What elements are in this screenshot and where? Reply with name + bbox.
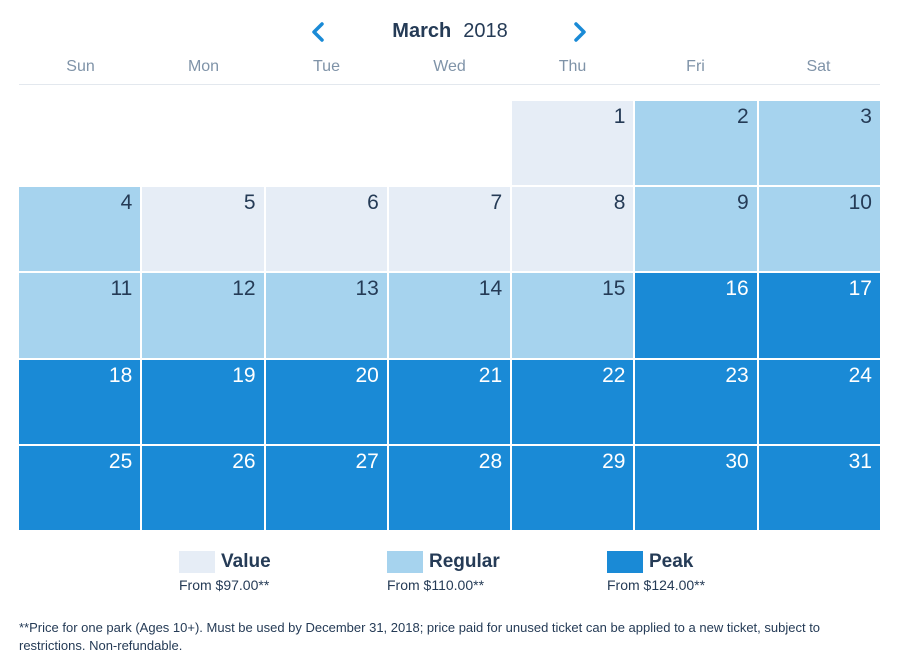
- calendar-header: March 2018: [0, 14, 900, 50]
- day-number: 30: [725, 449, 749, 473]
- calendar-day-25[interactable]: 25: [19, 445, 141, 530]
- calendar-empty-cell: [388, 101, 511, 186]
- legend-regular-name: Regular: [429, 551, 500, 572]
- day-number: 29: [602, 449, 626, 473]
- calendar-day-22[interactable]: 22: [512, 359, 634, 444]
- day-number: 8: [613, 191, 626, 215]
- calendar-day-9[interactable]: 9: [635, 187, 757, 272]
- calendar-day-28[interactable]: 28: [388, 445, 511, 530]
- day-number: 31: [848, 449, 872, 473]
- calendar-day-2[interactable]: 2: [635, 101, 757, 186]
- weekday-tue: Tue: [313, 58, 340, 75]
- legend-value-name: Value: [221, 551, 271, 572]
- calendar-day-30[interactable]: 30: [635, 445, 757, 530]
- day-number: 24: [848, 363, 872, 387]
- day-number: 27: [355, 449, 379, 473]
- calendar-day-12[interactable]: 12: [142, 273, 264, 358]
- calendar-day-11[interactable]: 11: [19, 273, 141, 358]
- day-number: 25: [108, 449, 133, 473]
- weekday-sat: Sat: [806, 58, 831, 75]
- calendar-day-19[interactable]: 19: [142, 359, 264, 444]
- calendar-day-21[interactable]: 21: [388, 359, 511, 444]
- calendar-empty-cell: [19, 101, 141, 186]
- legend-peak: Peak From $124.00**: [607, 551, 705, 593]
- legend-peak-name: Peak: [649, 551, 694, 572]
- day-number: 10: [848, 191, 872, 215]
- calendar-day-23[interactable]: 23: [635, 359, 757, 444]
- calendar-day-6[interactable]: 6: [265, 187, 387, 272]
- day-number: 3: [860, 105, 872, 128]
- calendar-day-24[interactable]: 24: [758, 359, 880, 444]
- calendar-empty-cell: [265, 101, 387, 186]
- day-number: 11: [110, 277, 133, 301]
- day-number: 6: [367, 191, 379, 215]
- day-number: 19: [232, 363, 256, 387]
- calendar-day-13[interactable]: 13: [265, 273, 387, 358]
- day-number: 16: [725, 277, 749, 301]
- weekday-wed: Wed: [433, 58, 466, 75]
- calendar-day-7[interactable]: 7: [388, 187, 511, 272]
- calendar-day-18[interactable]: 18: [19, 359, 141, 444]
- calendar-day-3[interactable]: 3: [758, 101, 880, 186]
- calendar-day-29[interactable]: 29: [512, 445, 634, 530]
- day-number: 15: [602, 277, 626, 301]
- next-month-button[interactable]: [565, 14, 595, 50]
- day-number: 14: [478, 277, 503, 301]
- calendar-day-20[interactable]: 20: [265, 359, 387, 444]
- calendar-grid: 1 2 3 4 5 6 7 8 9 10 11 12 13 14 15 16 17 18 19 20 21 22 23 24 2…: [19, 101, 880, 530]
- calendar-day-26[interactable]: 26: [142, 445, 264, 530]
- month-year-title: March 2018: [340, 20, 560, 43]
- legend-value-price: From $97.00**: [179, 577, 270, 593]
- day-number: 12: [232, 277, 256, 301]
- pricing-footnote: **Price for one park (Ages 10+). Must be…: [19, 620, 821, 653]
- day-number: 21: [478, 363, 503, 387]
- day-number: 26: [232, 449, 256, 473]
- calendar-day-27[interactable]: 27: [265, 445, 387, 530]
- weekday-header-row: Sun Mon Tue Wed Thu Fri Sat: [19, 54, 880, 85]
- year-label: 2018: [463, 20, 508, 42]
- legend-regular-price: From $110.00**: [387, 577, 485, 593]
- weekday-sun: Sun: [66, 58, 95, 75]
- calendar-day-10[interactable]: 10: [758, 187, 880, 272]
- month-label: March: [392, 20, 452, 42]
- legend-regular: Regular From $110.00**: [387, 551, 500, 593]
- day-number: 22: [602, 363, 626, 387]
- day-number: 13: [355, 277, 379, 301]
- day-number: 9: [737, 191, 749, 215]
- day-number: 23: [725, 363, 749, 387]
- calendar-day-8[interactable]: 8: [512, 187, 634, 272]
- chevron-left-icon: [312, 22, 324, 42]
- calendar-day-14[interactable]: 14: [388, 273, 511, 358]
- calendar-day-31[interactable]: 31: [758, 445, 880, 530]
- calendar-day-17[interactable]: 17: [758, 273, 880, 358]
- day-number: 5: [243, 191, 256, 215]
- calendar-day-1[interactable]: 1: [512, 101, 634, 186]
- calendar-day-5[interactable]: 5: [142, 187, 264, 272]
- calendar-empty-cell: [142, 101, 264, 186]
- day-number: 18: [108, 363, 133, 387]
- weekday-thu: Thu: [558, 58, 587, 75]
- day-number: 17: [848, 277, 872, 301]
- day-number: 2: [737, 105, 749, 128]
- calendar-day-15[interactable]: 15: [512, 273, 634, 358]
- legend-peak-swatch: [607, 551, 643, 573]
- legend-value-swatch: [179, 551, 215, 573]
- weekday-fri: Fri: [686, 58, 705, 75]
- legend-value: Value From $97.00**: [179, 551, 271, 593]
- legend-regular-swatch: [387, 551, 423, 573]
- calendar-day-16[interactable]: 16: [635, 273, 757, 358]
- weekday-mon: Mon: [187, 58, 220, 75]
- day-number: 28: [478, 449, 503, 473]
- day-number: 20: [355, 363, 379, 387]
- previous-month-button[interactable]: [303, 14, 333, 50]
- calendar-day-4[interactable]: 4: [19, 187, 141, 272]
- day-number: 4: [120, 191, 133, 215]
- chevron-right-icon: [574, 22, 586, 42]
- day-number: 7: [490, 191, 503, 215]
- legend-peak-price: From $124.00**: [607, 577, 706, 593]
- day-number: 1: [613, 105, 626, 128]
- price-legend: Value From $97.00** Regular From $110.00…: [0, 551, 900, 601]
